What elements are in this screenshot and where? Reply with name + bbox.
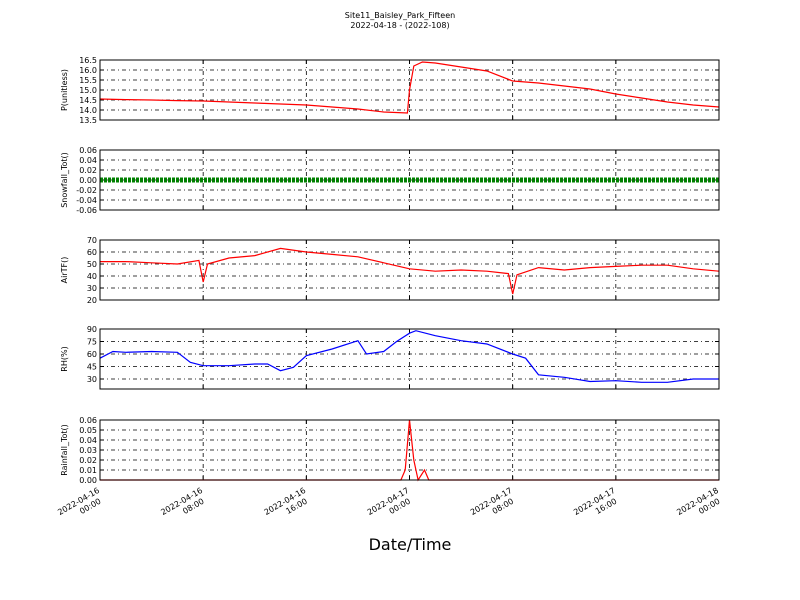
title: Site11_Baisley_Park_Fifteen: [345, 11, 455, 20]
y-tick-label: 60: [87, 248, 97, 257]
y-tick-label: 30: [87, 375, 97, 384]
y-tick-label: -0.02: [76, 186, 97, 195]
plot-frame: [99, 328, 720, 390]
y-tick-label: 0.02: [79, 166, 97, 175]
y-tick-label: 0.05: [79, 426, 97, 435]
y-tick-label: 0.02: [79, 456, 97, 465]
data-line: [100, 247, 720, 295]
y-tick-label: 15.0: [79, 86, 97, 95]
y-tick-label: 0.04: [79, 436, 97, 445]
y-tick-label: 13.5: [79, 116, 97, 125]
plot-frame: [99, 149, 720, 211]
y-tick-label: 0.06: [79, 146, 97, 155]
y-tick-label: 75: [87, 338, 97, 347]
y-tick-label: 70: [87, 236, 97, 245]
y-tick-label: -0.04: [76, 196, 97, 205]
y-tick-label: 14.5: [79, 96, 97, 105]
y-axis-label: P(unitless): [60, 69, 69, 111]
y-axis-label: Rainfall_Tot(): [60, 424, 69, 476]
plot-frame: [99, 59, 720, 121]
y-axis-label: RH(%): [60, 346, 69, 371]
y-tick-label: 45: [87, 363, 97, 372]
plot-frame: [99, 419, 720, 481]
y-tick-label: 60: [87, 350, 97, 359]
y-tick-label: 0.00: [79, 476, 97, 485]
y-tick-label: 0.03: [79, 446, 97, 455]
y-tick-label: 0.01: [79, 466, 97, 475]
y-tick-label: 0.04: [79, 156, 97, 165]
y-tick-label: 15.5: [79, 76, 97, 85]
data-line: [99, 330, 719, 383]
y-tick-label: 40: [87, 272, 97, 281]
data-line: [99, 61, 720, 114]
plot-frame: [99, 239, 720, 301]
y-tick-label: -0.06: [76, 206, 97, 215]
y-tick-label: 30: [87, 284, 97, 293]
y-tick-label: 16.5: [79, 56, 97, 65]
y-tick-label: 16.0: [79, 66, 97, 75]
y-tick-label: 90: [87, 325, 97, 334]
x-axis-label: Date/Time: [369, 535, 452, 554]
y-tick-label: 0.00: [79, 176, 97, 185]
y-axis-label: Snowfall_Tot(): [60, 152, 69, 208]
y-tick-label: 14.0: [79, 106, 97, 115]
y-tick-label: 0.06: [79, 416, 97, 425]
y-axis-label: AirTF(): [60, 257, 69, 284]
y-tick-label: 50: [87, 260, 97, 269]
data-line: [100, 419, 719, 482]
y-tick-label: 20: [87, 296, 97, 305]
subtitle: 2022-04-18 - (2022-108): [350, 21, 449, 30]
